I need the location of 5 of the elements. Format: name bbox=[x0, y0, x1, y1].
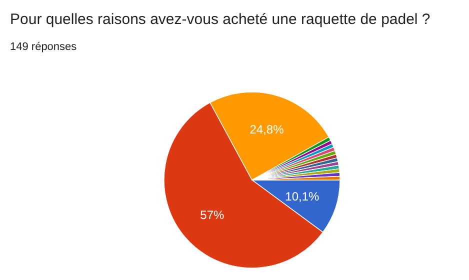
data-label: 24,8% bbox=[250, 122, 284, 136]
text: 149 réponses bbox=[10, 41, 78, 53]
data-label: 57% bbox=[200, 208, 225, 222]
data-label: 10,1% bbox=[285, 190, 320, 204]
chart-title: Pour quelles raisons avez-vous acheté une raquette de padel ? bbox=[10, 11, 430, 28]
